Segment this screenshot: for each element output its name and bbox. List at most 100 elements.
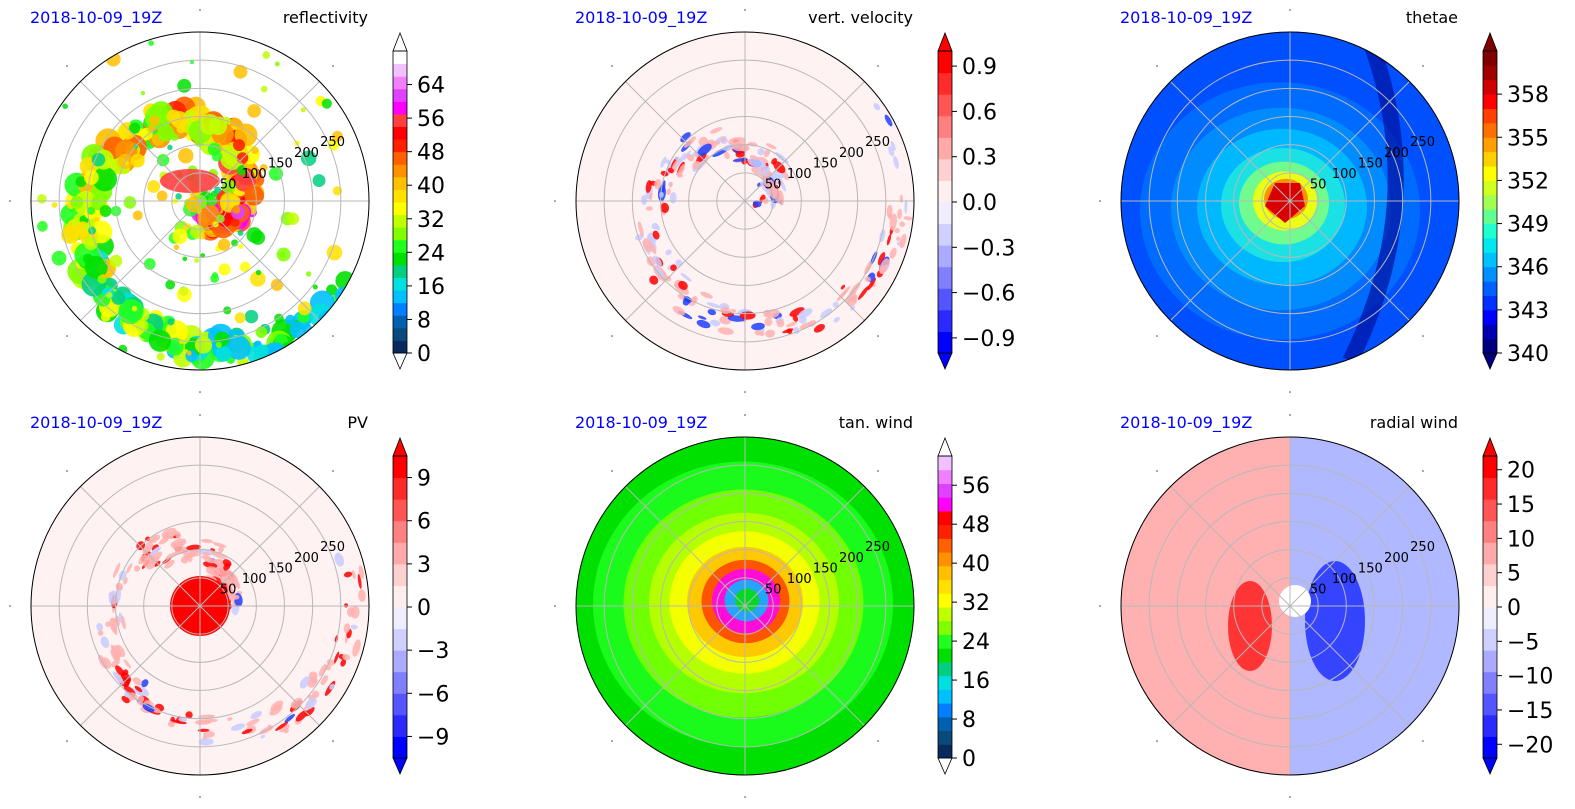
field-feature [675, 152, 686, 168]
azimuth-spoke [625, 81, 746, 202]
colorbar-segment [1483, 338, 1497, 354]
axis-dot [1099, 605, 1101, 607]
field-feature [654, 178, 662, 190]
colorbar-tick-label: 24 [962, 630, 990, 655]
field-feature [275, 721, 289, 731]
chart-panel: 50 100 150 200 250 0 8 16 24 32 40 48 56 64 2018-10-09… [0, 0, 525, 404]
axis-dot [554, 200, 556, 202]
reflectivity-cell [198, 204, 220, 226]
colorbar-segment [393, 456, 407, 479]
polar-grid [1121, 437, 1459, 775]
colorbar-tick-label: 6 [417, 510, 431, 535]
azimuth-spoke [80, 486, 201, 607]
reflectivity-cell [61, 225, 80, 244]
field-feature [246, 718, 260, 727]
colorbar-segment [938, 620, 952, 635]
reflectivity-cell [178, 147, 194, 164]
field-feature [218, 545, 224, 554]
field-feature [350, 624, 358, 630]
ring-label: 200 [1384, 551, 1409, 566]
colorbar-tick-label: 0.6 [962, 100, 997, 125]
colorbar-tick-label: 15 [1507, 493, 1535, 518]
reflectivity-cell [279, 251, 286, 258]
reflectivity-cell [148, 40, 155, 47]
field-feature [661, 180, 666, 194]
reflectivity-cell [300, 107, 306, 113]
colorbar-segment [1483, 693, 1497, 716]
colorbar-tick-label: 8 [417, 308, 431, 333]
colorbar-segment [393, 327, 407, 341]
reflectivity-cell [176, 124, 186, 134]
polar-grid [31, 437, 369, 775]
field-feature [652, 230, 660, 240]
field-feature [893, 155, 899, 169]
colorbar-tick-label: 355 [1507, 126, 1549, 151]
azimuth-spoke [199, 81, 320, 202]
reflectivity-cell [175, 193, 182, 200]
field-feature [697, 143, 712, 157]
reflectivity-cell [326, 244, 343, 261]
field-feature [211, 551, 227, 560]
field-feature [162, 531, 178, 540]
field-feature [343, 623, 351, 633]
field-feature [792, 314, 799, 322]
colorbar-tick-label: 0 [1507, 596, 1521, 621]
field-feature [299, 676, 311, 689]
ring-label: 100 [1332, 167, 1357, 182]
colorbar-segment [1483, 499, 1497, 522]
inflow-max [1228, 581, 1272, 671]
field-feature [682, 297, 691, 306]
reflectivity-cell [274, 61, 280, 67]
field-feature [763, 148, 771, 158]
field-feature [759, 196, 763, 204]
axis-dot [1156, 470, 1158, 472]
field-feature [200, 718, 219, 723]
axis-dot [199, 391, 201, 393]
colorbar: 0 8 16 24 32 40 48 56 [937, 436, 990, 775]
ring-label: 50 [220, 177, 237, 192]
field-feature [706, 302, 721, 309]
colorbar-segment [1483, 295, 1497, 311]
field-feature [660, 156, 667, 168]
colorbar-segment [1483, 309, 1497, 325]
colorbar-segment [393, 189, 407, 203]
colorbar-segment [393, 290, 407, 304]
colorbar-segment [393, 277, 407, 291]
reflectivity-cell [37, 194, 47, 204]
field-feature [660, 202, 670, 214]
field-feature [187, 554, 193, 563]
colorbar-segment [1483, 281, 1497, 296]
reflectivity-cell [285, 314, 296, 326]
field-feature [340, 659, 347, 667]
warm-core [1265, 183, 1305, 223]
azimuth-spoke [1289, 486, 1410, 607]
colorbar-segment [1483, 180, 1497, 196]
colorbar-tick-label: 358 [1507, 83, 1549, 108]
colorbar-segment [938, 483, 952, 498]
field-feature [669, 181, 673, 188]
axis-dot [332, 470, 334, 472]
axis-dot [66, 335, 68, 337]
reflectivity-cell [244, 185, 265, 206]
ring-label: 100 [787, 572, 812, 587]
field-feature [241, 728, 253, 735]
colorbar-segment [1483, 607, 1497, 630]
colorbar-segment [393, 628, 407, 651]
reflectivity-cell [239, 261, 251, 273]
colorbar-extend-top [1482, 436, 1498, 457]
field-feature [867, 277, 876, 291]
reflectivity-cell [176, 286, 192, 303]
reflectivity-cell [147, 124, 155, 133]
axis-dot [744, 796, 746, 798]
plot-frame [1120, 436, 1460, 776]
chart-panel: 50 100 150 200 250 −20 −15 −10 −5 0 5 10 15 20 2018-10… [1090, 405, 1575, 809]
colorbar-segment [1483, 137, 1497, 153]
field-feature [777, 175, 787, 192]
ring-label: 100 [242, 572, 267, 587]
field-feature [873, 103, 881, 111]
field-feature [185, 711, 193, 719]
field-feature [832, 301, 839, 308]
colorbar-segment [393, 88, 407, 102]
